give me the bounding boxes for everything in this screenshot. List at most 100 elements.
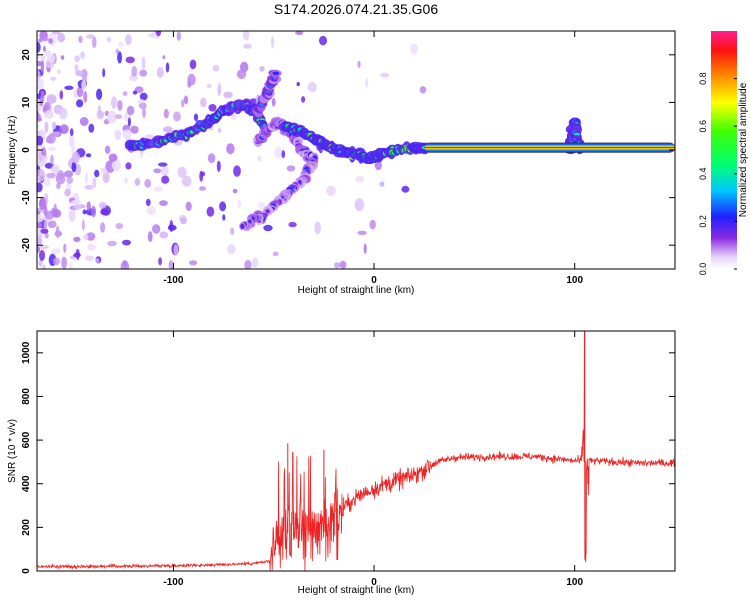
noise-speck: [53, 257, 60, 266]
noise-speck: [301, 96, 306, 103]
noise-speck: [68, 209, 76, 222]
noise-speck: [231, 114, 237, 120]
noise-speck: [226, 143, 235, 155]
spectrogram-x-label: Height of straight line (km): [298, 285, 415, 296]
noise-speck: [230, 227, 235, 235]
noise-speck: [334, 262, 340, 269]
noise-speck: [111, 158, 121, 172]
noise-speck: [286, 165, 296, 172]
ridge-upper-branch: [252, 69, 282, 118]
noise-speck: [104, 145, 111, 154]
noise-speck: [363, 243, 367, 254]
noise-speck: [37, 182, 43, 193]
noise-speck: [37, 237, 43, 246]
snr-y-tick-label: 600: [21, 431, 32, 448]
noise-speck: [80, 51, 85, 60]
noise-speck: [181, 175, 192, 187]
noise-speck: [86, 34, 96, 39]
noise-speck: [365, 78, 369, 88]
noise-speck: [189, 59, 197, 70]
noise-speck: [100, 167, 107, 175]
noise-speck: [162, 126, 173, 133]
noise-speck: [39, 250, 45, 261]
noise-speck: [168, 260, 175, 269]
noise-speck: [145, 198, 151, 207]
noise-speck: [147, 231, 153, 243]
noise-speck: [206, 206, 215, 217]
noise-speck: [108, 153, 118, 162]
noise-speck: [75, 249, 80, 260]
noise-speck: [295, 31, 304, 35]
noise-speck: [354, 198, 365, 212]
noise-speck: [114, 114, 123, 119]
noise-speck: [257, 155, 262, 162]
spec-x-tick-label: -100: [163, 275, 183, 286]
snr-frame: [36, 330, 676, 572]
noise-speck: [55, 225, 60, 239]
noise-speck: [263, 224, 273, 232]
noise-speck: [81, 79, 87, 91]
noise-speck: [187, 73, 196, 86]
noise-speck: [122, 239, 131, 246]
noise-speck: [48, 38, 54, 44]
snr-x-tick-label: 100: [566, 577, 583, 588]
noise-speck: [40, 60, 45, 73]
noise-speck: [48, 146, 57, 152]
noise-speck: [185, 201, 192, 211]
noise-speck: [163, 108, 169, 119]
noise-speck: [307, 81, 317, 93]
noise-speck: [173, 244, 179, 256]
noise-speck: [369, 219, 376, 230]
spec-y-tick-label: 10: [21, 96, 32, 108]
noise-speck: [419, 86, 427, 94]
noise-speck: [126, 105, 135, 116]
noise-speck: [139, 69, 148, 77]
spec-x-tick-label: 100: [566, 275, 583, 286]
noise-speck: [296, 82, 300, 87]
noise-speck: [87, 243, 96, 251]
noise-speck: [189, 260, 198, 266]
snr-y-label: SNR (10 * v/v): [7, 419, 18, 483]
spec-y-tick-label: -20: [21, 238, 32, 253]
noise-speck: [243, 43, 252, 49]
ridge-core: [240, 223, 245, 230]
noise-speck: [227, 244, 236, 255]
noise-speck: [95, 258, 100, 264]
noise-speck: [66, 176, 74, 184]
colorbar-tick-label: 0.2: [698, 215, 708, 228]
noise-speck: [207, 153, 216, 164]
noise-speck: [130, 125, 139, 134]
noise-speck: [379, 181, 385, 187]
noise-speck: [51, 164, 60, 175]
noise-speck: [155, 31, 162, 37]
noise-speck: [237, 200, 242, 209]
noise-speck: [117, 41, 124, 48]
noise-speck: [217, 128, 222, 133]
noise-speck: [232, 188, 238, 194]
noise-speck: [71, 151, 80, 164]
noise-speck: [176, 31, 181, 41]
noise-speck: [68, 261, 73, 269]
noise-speck: [38, 197, 46, 211]
noise-speck: [78, 35, 83, 44]
noise-speck: [115, 223, 124, 230]
noise-speck: [271, 97, 276, 107]
noise-speck: [159, 231, 169, 239]
spec-y-tick-label: 0: [21, 147, 32, 153]
noise-speck: [44, 121, 49, 134]
noise-speck: [180, 217, 187, 225]
noise-speck: [148, 33, 156, 38]
noise-speck: [159, 200, 168, 207]
noise-speck: [55, 173, 66, 185]
noise-speck: [37, 154, 46, 168]
noise-speck: [137, 99, 145, 104]
noise-speck: [107, 110, 117, 124]
noise-speck: [117, 100, 123, 111]
colorbar-ticks: 0.0 0.2 0.4 0.6 0.8: [698, 72, 737, 275]
colorbar-label: Normalized spectral amplitude: [738, 82, 749, 217]
noise-speck: [134, 178, 141, 186]
noise-speck: [401, 185, 410, 193]
noise-speck: [84, 184, 94, 190]
